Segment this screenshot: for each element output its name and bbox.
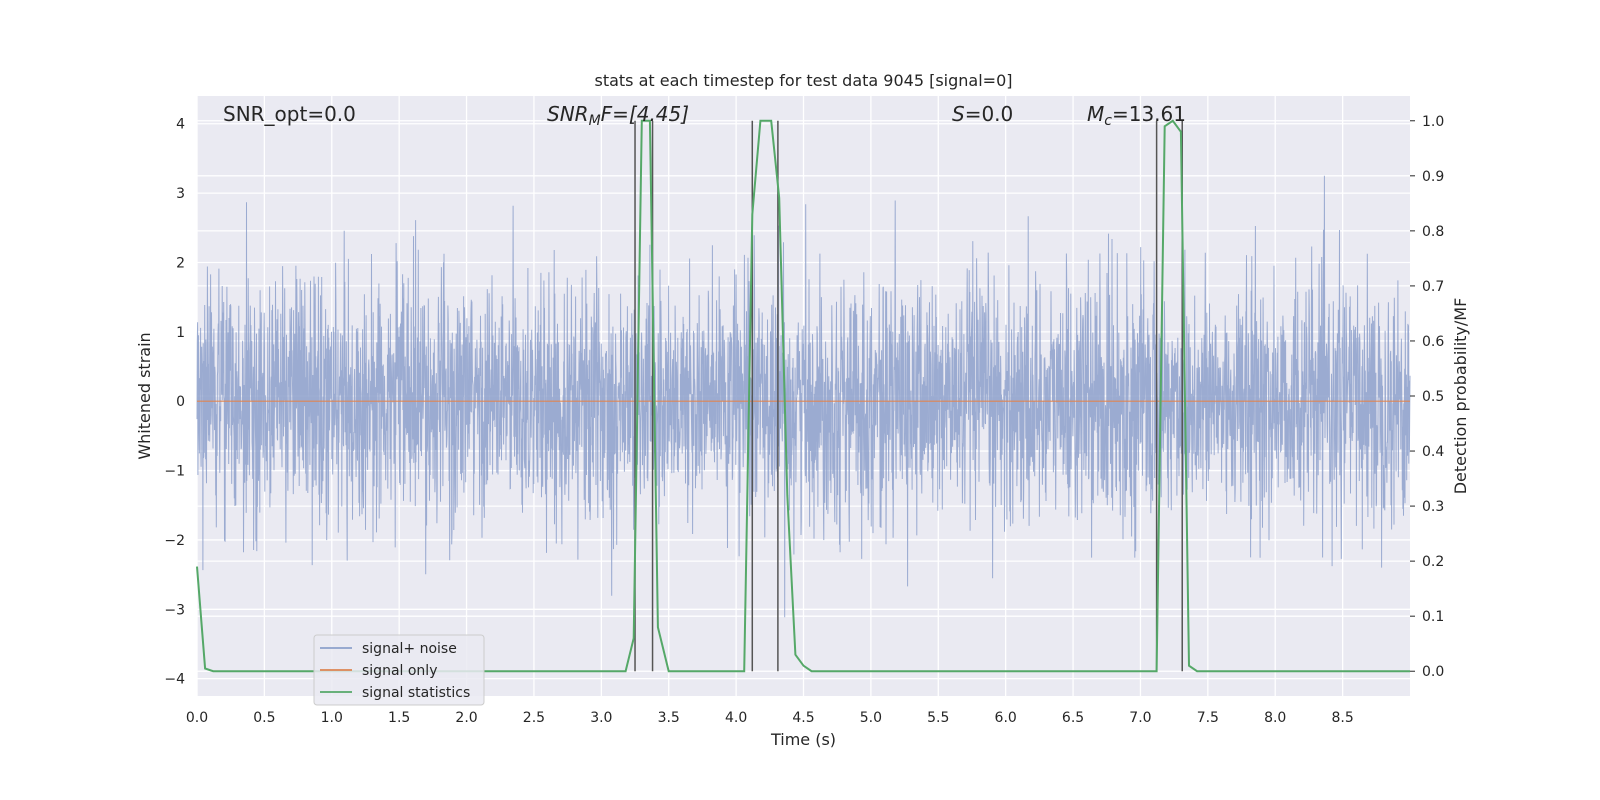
annotation-s: S=0.0 <box>952 102 1013 126</box>
annotation-snr-opt: SNR_opt=0.0 <box>223 102 356 126</box>
x-tick-label: 7.0 <box>1129 710 1151 726</box>
x-tick-label: 8.5 <box>1331 710 1353 726</box>
y2-tick-label: 1.0 <box>1422 114 1444 130</box>
annotation-s-rest: =0.0 <box>965 102 1014 126</box>
x-tick-label: 1.0 <box>321 710 343 726</box>
y2-axis-label: Detection probability/MF <box>1451 298 1470 495</box>
statistics-line <box>196 119 1410 673</box>
annotation-snr-mf-rest: F=[4.45] <box>601 102 689 126</box>
x-tick-label: 7.5 <box>1197 710 1219 726</box>
x-tick-label: 6.5 <box>1062 710 1084 726</box>
y-tick-label: 4 <box>176 117 185 133</box>
y-tick-label: −4 <box>164 672 185 688</box>
annotation-mc: Mc=13.61 <box>1087 102 1186 129</box>
y2-tick-label: 0.5 <box>1422 389 1444 405</box>
y2-ticks: 0.0 0.1 0.2 0.3 0.4 0.5 0.6 0.7 0.8 0.9 1.0 <box>1410 114 1444 680</box>
legend-label: signal only <box>362 663 437 679</box>
legend-box <box>313 634 485 706</box>
noise-line <box>196 175 1411 618</box>
y2-tick-label: 0.2 <box>1422 554 1444 570</box>
chart-title: stats at each timestep for test data 904… <box>594 71 1012 90</box>
annotation-mc-main: M <box>1087 102 1104 126</box>
y-tick-label: −2 <box>164 533 185 549</box>
x-axis-label: Time (s) <box>770 730 836 749</box>
y2-tick-label: 0.1 <box>1422 609 1444 625</box>
x-tick-label: 4.0 <box>725 710 747 726</box>
y-tick-label: 3 <box>176 186 185 202</box>
y-tick-label: −1 <box>164 464 185 480</box>
x-tick-label: 0.0 <box>186 710 208 726</box>
annotation-snr-mf: SNRMF=[4.45] <box>547 102 689 129</box>
x-ticks: 0.0 0.5 1.0 1.5 2.0 2.5 3.0 3.5 4.0 4.5 5.0 5.5 6.0 6… <box>186 710 1354 726</box>
x-tick-label: 6.0 <box>995 710 1017 726</box>
y2-tick-label: 0.8 <box>1422 224 1444 240</box>
y-tick-label: −3 <box>164 602 185 618</box>
y-tick-label: 2 <box>176 255 185 271</box>
annotation-mc-rest: =13.61 <box>1112 102 1186 126</box>
legend-label: signal statistics <box>362 685 470 701</box>
y-axis-label: Whitened strain <box>135 332 154 459</box>
x-tick-label: 8.0 <box>1264 710 1286 726</box>
series-signal-statistics <box>196 119 1410 673</box>
legend: signal+ noise signal only signal statistic… <box>313 634 485 706</box>
x-tick-label: 5.0 <box>860 710 882 726</box>
x-tick-label: 4.5 <box>792 710 814 726</box>
x-tick-label: 1.5 <box>388 710 410 726</box>
x-tick-label: 3.5 <box>658 710 680 726</box>
y2-tick-label: 0.0 <box>1422 664 1444 680</box>
annotation-s-main: S <box>952 102 965 126</box>
x-tick-label: 2.0 <box>455 710 477 726</box>
series-signal-noise <box>196 175 1411 618</box>
y2-tick-label: 0.7 <box>1422 279 1444 295</box>
y-ticks: −4 −3 −2 −1 0 1 2 3 4 <box>164 117 185 688</box>
y2-tick-label: 0.3 <box>1422 499 1444 515</box>
y2-tick-label: 0.6 <box>1422 334 1444 350</box>
y-tick-label: 0 <box>176 394 185 410</box>
x-tick-label: 5.5 <box>927 710 949 726</box>
y2-tick-label: 0.4 <box>1422 444 1444 460</box>
x-tick-label: 2.5 <box>523 710 545 726</box>
legend-label: signal+ noise <box>362 641 457 657</box>
y2-tick-label: 0.9 <box>1422 169 1444 185</box>
annotation-mc-sub: c <box>1104 113 1112 129</box>
y-tick-label: 1 <box>176 325 185 341</box>
annotation-snr-mf-main: SNR <box>547 102 589 126</box>
x-tick-label: 0.5 <box>253 710 275 726</box>
x-tick-label: 3.0 <box>590 710 612 726</box>
grid <box>196 96 1410 696</box>
annotation-snr-mf-sub: M <box>589 113 601 129</box>
